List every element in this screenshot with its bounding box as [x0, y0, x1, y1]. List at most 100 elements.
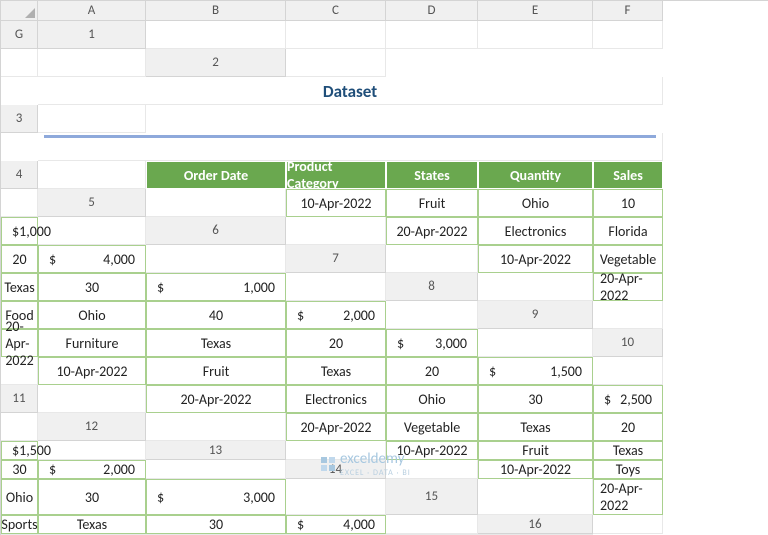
col-header-C[interactable]: C	[286, 1, 386, 21]
th-product-category[interactable]: Product Category	[286, 161, 386, 189]
table-row[interactable]: 20-Apr-2022	[386, 217, 478, 245]
table-row[interactable]: 20-Apr-2022	[146, 385, 286, 413]
table-row[interactable]: Electronics	[478, 217, 593, 245]
table-row[interactable]: Vegetable	[386, 413, 478, 441]
table-row[interactable]: Fruit	[478, 441, 593, 460]
table-row[interactable]: Toys	[593, 460, 663, 479]
col-header-B[interactable]: B	[146, 1, 286, 21]
table-row[interactable]: $1,000	[146, 273, 286, 301]
row-header-13[interactable]: 13	[146, 441, 286, 460]
cell-A12[interactable]	[146, 413, 286, 441]
title-cell[interactable]: Dataset	[38, 77, 663, 105]
cell-G5[interactable]	[38, 217, 146, 245]
cell-G12[interactable]	[38, 441, 146, 460]
table-row[interactable]: 10	[593, 189, 663, 217]
cell-G7[interactable]	[286, 273, 386, 301]
cell-A15[interactable]	[478, 479, 593, 515]
table-row[interactable]: $4,000	[38, 245, 146, 273]
table-row[interactable]: 10-Apr-2022	[478, 245, 593, 273]
th-order-date[interactable]: Order Date	[146, 161, 286, 189]
table-row[interactable]: Electronics	[286, 385, 386, 413]
table-row[interactable]: Ohio	[1, 479, 38, 515]
cell-G10[interactable]	[593, 357, 663, 385]
table-row[interactable]: Furniture	[38, 329, 146, 357]
cell-C1[interactable]	[386, 21, 478, 49]
row-header-2[interactable]: 2	[146, 49, 286, 77]
row-header-8[interactable]: 8	[386, 273, 478, 301]
table-row[interactable]: 20	[286, 329, 386, 357]
title-rule[interactable]	[38, 133, 663, 161]
row-header-14[interactable]: 14	[286, 460, 386, 479]
cell-G9[interactable]	[478, 329, 593, 357]
col-header-F[interactable]: F	[593, 1, 663, 21]
cell-A3[interactable]	[38, 105, 146, 133]
cell-A6[interactable]	[286, 217, 386, 245]
table-row[interactable]: 10-Apr-2022	[38, 357, 146, 385]
table-row[interactable]: Fruit	[146, 357, 286, 385]
cell-E1[interactable]	[593, 21, 663, 49]
cell-A10[interactable]	[1, 357, 38, 385]
cell-A1[interactable]	[146, 21, 286, 49]
table-row[interactable]: $1,500	[478, 357, 593, 385]
row-header-12[interactable]: 12	[38, 413, 146, 441]
table-row[interactable]: $4,000	[286, 515, 386, 534]
row-header-7[interactable]: 7	[286, 245, 386, 273]
row-header-5[interactable]: 5	[38, 189, 146, 217]
table-row[interactable]: Vegetable	[593, 245, 663, 273]
table-row[interactable]: $1,000	[1, 217, 38, 245]
table-row[interactable]: 30	[38, 273, 146, 301]
cell-G6[interactable]	[146, 245, 286, 273]
cell-A4[interactable]	[38, 161, 146, 189]
table-row[interactable]: $1,500	[1, 441, 38, 460]
row-header-1[interactable]: 1	[38, 21, 146, 49]
table-row[interactable]: $2,000	[286, 301, 386, 329]
table-row[interactable]: 30	[38, 479, 146, 515]
table-row[interactable]: Texas	[286, 357, 386, 385]
table-row[interactable]: $3,000	[146, 479, 286, 515]
table-row[interactable]: Texas	[38, 515, 146, 534]
table-row[interactable]: 20	[1, 245, 38, 273]
cell-A2[interactable]	[286, 49, 386, 77]
cell-A7[interactable]	[386, 245, 478, 273]
cell-A11[interactable]	[38, 385, 146, 413]
cell-G13[interactable]	[146, 460, 286, 479]
cell-B1[interactable]	[286, 21, 386, 49]
th-quantity[interactable]: Quantity	[478, 161, 593, 189]
table-row[interactable]: 40	[146, 301, 286, 329]
col-header-E[interactable]: E	[478, 1, 593, 21]
col-header-A[interactable]: A	[38, 1, 146, 21]
table-row[interactable]: 20-Apr-2022	[286, 413, 386, 441]
cell-A5[interactable]	[146, 189, 286, 217]
cell-F1[interactable]	[1, 49, 38, 77]
table-row[interactable]: $2,000	[38, 460, 146, 479]
cell-A16[interactable]	[593, 515, 663, 534]
cell-G11[interactable]	[1, 413, 38, 441]
col-header-D[interactable]: D	[386, 1, 478, 21]
table-row[interactable]: 20	[593, 413, 663, 441]
table-row[interactable]: 20-Apr-2022	[593, 273, 663, 301]
table-row[interactable]: 20-Apr-2022	[1, 329, 38, 357]
table-row[interactable]: 30	[146, 515, 286, 534]
row-header-6[interactable]: 6	[146, 217, 286, 245]
table-row[interactable]: Texas	[1, 273, 38, 301]
row-header-15[interactable]: 15	[386, 479, 478, 515]
table-row[interactable]: Texas	[593, 441, 663, 460]
table-row[interactable]: 10-Apr-2022	[478, 460, 593, 479]
row-header-11[interactable]: 11	[1, 385, 38, 413]
table-row[interactable]: 20	[386, 357, 478, 385]
row-header-10[interactable]: 10	[593, 329, 663, 357]
cell-G14[interactable]	[286, 479, 386, 515]
cell-A13[interactable]	[286, 441, 386, 460]
cell-G1[interactable]	[38, 49, 146, 77]
table-row[interactable]: 10-Apr-2022	[386, 441, 478, 460]
table-row[interactable]: 10-Apr-2022	[286, 189, 386, 217]
row-header-4[interactable]: 4	[1, 161, 38, 189]
cell-D1[interactable]	[478, 21, 593, 49]
cell-G8[interactable]	[386, 301, 478, 329]
table-row[interactable]: Fruit	[386, 189, 478, 217]
th-states[interactable]: States	[386, 161, 478, 189]
cell-G4[interactable]	[1, 189, 38, 217]
table-row[interactable]: Florida	[593, 217, 663, 245]
table-row[interactable]: Ohio	[478, 189, 593, 217]
cell-A14[interactable]	[386, 460, 478, 479]
